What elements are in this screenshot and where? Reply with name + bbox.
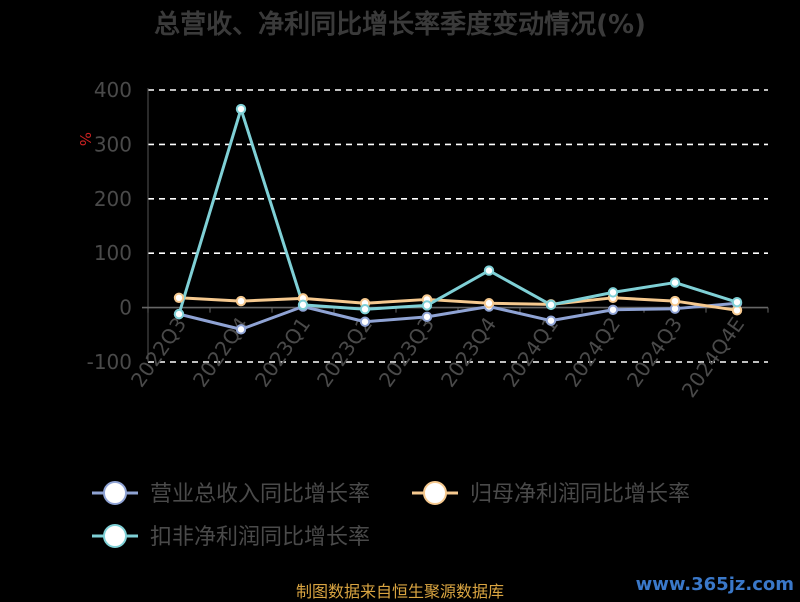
legend-marker-1 [423,481,447,505]
series-line-1 [178,296,738,312]
series-lines [177,107,738,331]
data-point-2-6 [545,299,557,311]
data-point-2-8 [669,277,681,288]
x-tick-2023Q3: 2023Q3 [374,313,439,392]
data-point-2-9 [731,296,743,308]
y-tick--100: -100 [87,350,132,374]
data-point-2-7 [607,287,619,298]
legend-marker-0 [103,481,127,505]
legend-label-1: 归母净利润同比增长率 [470,482,690,507]
legend-label-0: 营业总收入同比增长率 [150,482,370,507]
data-point-1-0 [173,292,185,304]
y-tick-labels: -100 0 100 200 300 400 [87,78,132,374]
data-point-2-1 [235,103,247,115]
data-point-0-4 [421,311,433,323]
data-point-2-2 [297,299,309,311]
data-source-note: 制图数据来自恒生聚源数据库 [295,582,504,601]
data-point-2-5 [483,265,495,276]
data-point-1-8 [669,295,681,307]
series-line-0 [178,301,738,331]
x-tick-2022Q3: 2022Q3 [126,313,191,392]
data-point-2-0 [173,308,185,320]
data-point-2-4 [421,300,433,311]
y-tick-100: 100 [94,241,132,265]
data-point-0-1 [235,324,247,335]
x-tick-2023Q4: 2023Q4 [436,313,501,392]
y-axis-unit: % [76,132,94,146]
y-tick-200: 200 [94,187,132,211]
data-point-0-3 [359,316,371,327]
x-tick-2023Q1: 2023Q1 [250,313,315,392]
series-line-2 [177,107,738,315]
y-tick-0: 0 [119,296,132,320]
data-point-1-9 [731,305,743,316]
y-tick-400: 400 [94,78,132,102]
data-point-1-5 [483,298,495,309]
x-tick-2024Q2: 2024Q2 [560,313,625,392]
chart-title: 总营收、净利同比增长率季度变动情况(%) [154,10,646,40]
data-point-2-3 [359,304,371,315]
legend-marker-2 [103,524,127,548]
watermark: www.365jz.com [635,574,794,595]
x-tick-2024Q3: 2024Q3 [622,313,687,392]
legend-label-2: 扣非净利润同比增长率 [150,525,370,550]
y-tick-300: 300 [94,132,132,156]
x-tick-labels: 2022Q32022Q42023Q12023Q22023Q32023Q42024… [126,313,749,402]
series-points [173,103,743,335]
x-tick-2024Q4E: 2024Q4E [677,313,749,402]
data-point-0-7 [607,304,619,315]
data-point-0-6 [545,315,557,326]
data-point-1-1 [235,295,247,307]
